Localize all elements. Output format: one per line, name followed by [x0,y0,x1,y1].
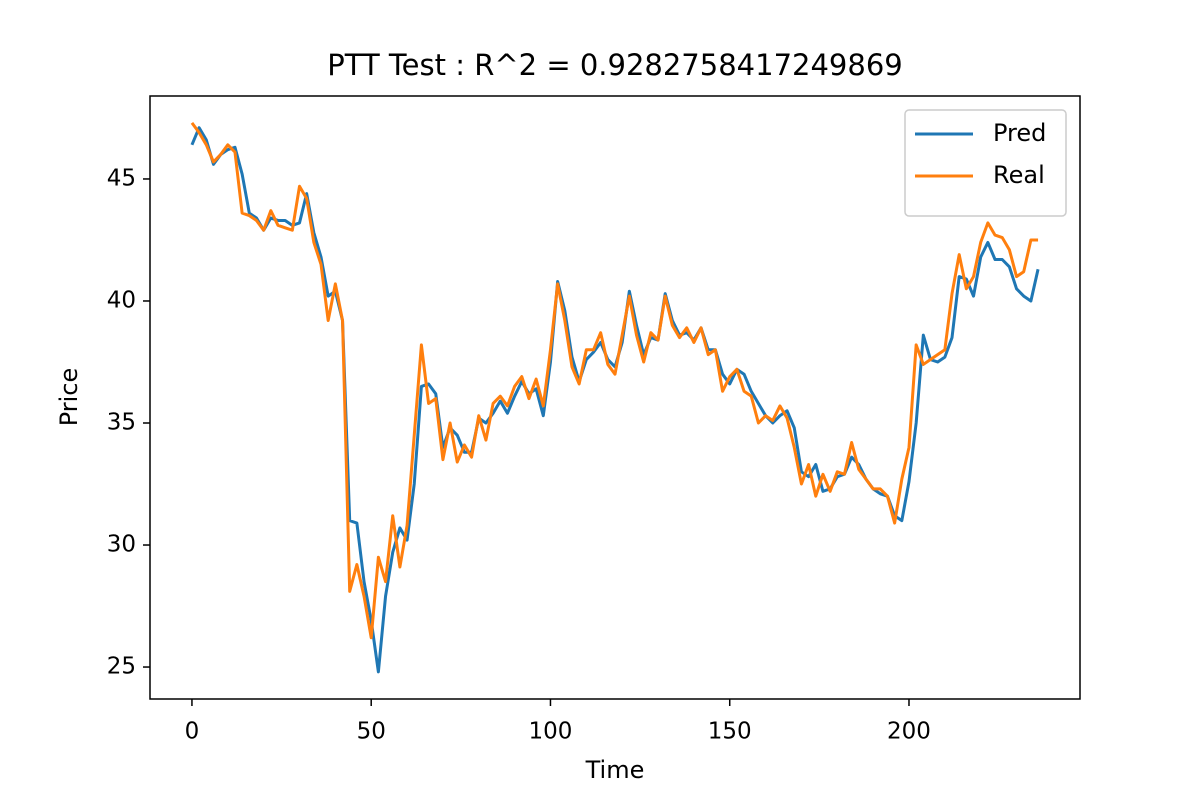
y-tick-label: 45 [107,165,136,191]
series-line [190,121,1039,640]
y-axis-label: Price [55,368,83,427]
y-tick-label: 35 [107,410,136,436]
legend-box [904,109,1067,217]
x-axis-label: Time [585,756,645,784]
x-tick-label: 50 [357,719,386,745]
x-tick-label: 100 [529,719,573,745]
y-tick-label: 25 [107,654,136,680]
legend-label: Real [993,161,1045,189]
x-tick-label: 200 [887,719,931,745]
legend: Pred Real [904,109,1067,217]
y-tick-label: 40 [107,287,136,313]
x-tick-label: 150 [708,719,752,745]
y-tick-label: 30 [107,532,136,558]
plot-frame [149,95,1081,700]
chart-title: PTT Test : R^2 = 0.9282758417249869 [327,48,902,82]
x-tick-label: 0 [185,719,200,745]
legend-label: Pred [993,119,1046,147]
